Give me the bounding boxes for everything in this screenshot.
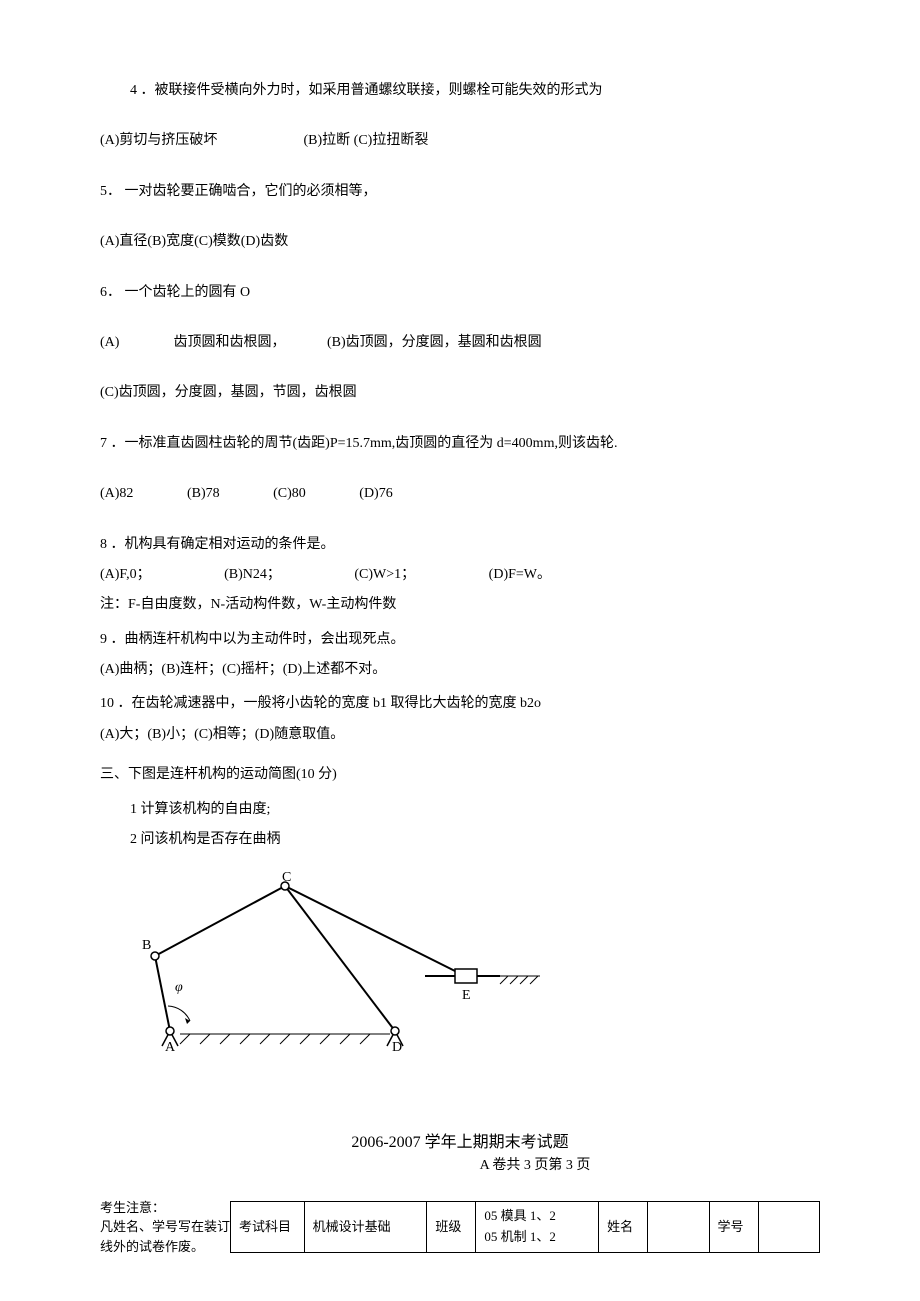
q8-opt-d: (D)F=W。 bbox=[489, 564, 551, 586]
q7-number: 7 bbox=[100, 436, 107, 451]
footer-subtitle: A 卷共 3 页第 3 页 bbox=[100, 1155, 820, 1177]
q4-text: ．被联接件受横向外力时，如采用普通螺纹联接，则螺栓可能失效的形式为 bbox=[141, 83, 603, 98]
q10-text: ．在齿轮减速器中，一般将小齿轮的宽度 b1 取得比大齿轮的宽度 b2o bbox=[118, 696, 542, 711]
q4-opt-b: (B)拉断 bbox=[304, 133, 351, 148]
q4-number: 4 bbox=[130, 83, 137, 98]
slider-e bbox=[455, 969, 477, 983]
notice-line2: 凡姓名、学号写在装订线外的试卷作废。 bbox=[100, 1217, 230, 1256]
q6-opt-a: 齿顶圆和齿根圆， bbox=[174, 332, 324, 354]
question-9: 9 ．曲柄连杆机构中以为主动件时，会出现死点。 bbox=[100, 629, 820, 651]
footer-title: 2006-2007 学年上期期末考试题 bbox=[100, 1130, 820, 1156]
label-a: A bbox=[165, 1040, 176, 1055]
q9-number: 9 bbox=[100, 632, 107, 647]
label-c: C bbox=[282, 871, 291, 885]
q6-number: 6． bbox=[100, 285, 121, 300]
q7-opt-d: (D)76 bbox=[359, 483, 392, 505]
phi-arc bbox=[168, 1006, 190, 1021]
section-3-sub1: 1 计算该机构的自由度; bbox=[100, 799, 820, 821]
cell-id-label: 学号 bbox=[709, 1202, 758, 1253]
q8-opt-c: (C)W>1； bbox=[354, 564, 415, 586]
cell-id-value bbox=[758, 1202, 819, 1253]
exam-notice: 考生注意： 凡姓名、学号写在装订线外的试卷作废。 bbox=[100, 1198, 230, 1257]
q6-opt-c: (C)齿顶圆，分度圆，基圆，节圆，齿根圆 bbox=[100, 385, 357, 400]
q4-opt-a: (A)剪切与挤压破坏 bbox=[100, 130, 300, 152]
q5-text: 一对齿轮要正确啮合，它们的必须相等， bbox=[125, 184, 377, 199]
linkage-diagram: A B C D E φ bbox=[130, 871, 820, 1069]
links bbox=[155, 886, 500, 1031]
label-phi: φ bbox=[175, 980, 183, 995]
cell-name-label: 姓名 bbox=[599, 1202, 648, 1253]
q7-opt-c: (C)80 bbox=[273, 483, 306, 505]
q8-number: 8 bbox=[100, 537, 107, 552]
q8-text: ．机构具有确定相对运动的条件是。 bbox=[111, 537, 335, 552]
q9-options: (A)曲柄；(B)连杆；(C)摇杆；(D)上述都不对。 bbox=[100, 659, 820, 681]
q8-options: (A)F,0； (B)N24； (C)W>1； (D)F=W。 bbox=[100, 564, 820, 586]
question-8: 8 ．机构具有确定相对运动的条件是。 bbox=[100, 534, 820, 556]
cell-class-value: 05 模具 1、2 05 机制 1、2 bbox=[476, 1202, 599, 1253]
q5-options: (A)直径(B)宽度(C)模数(D)齿数 bbox=[100, 231, 820, 253]
q6-options-line1: (A) 齿顶圆和齿根圆， (B)齿顶圆，分度圆，基圆和齿根圆 bbox=[100, 332, 820, 354]
cell-subject-label: 考试科目 bbox=[231, 1202, 305, 1253]
q7-opt-b: (B)78 bbox=[187, 483, 220, 505]
question-4: 4 ．被联接件受横向外力时，如采用普通螺纹联接，则螺栓可能失效的形式为 bbox=[100, 80, 820, 102]
question-10: 10 ．在齿轮减速器中，一般将小齿轮的宽度 b1 取得比大齿轮的宽度 b2o bbox=[100, 693, 820, 715]
diagram-svg: A B C D E φ bbox=[130, 871, 550, 1061]
question-6: 6． 一个齿轮上的圆有 O bbox=[100, 282, 820, 304]
question-5: 5． 一对齿轮要正确啮合，它们的必须相等， bbox=[100, 181, 820, 203]
footer-row: 考生注意： 凡姓名、学号写在装订线外的试卷作废。 考试科目 机械设计基础 班级 … bbox=[100, 1198, 820, 1257]
q5-number: 5． bbox=[100, 184, 121, 199]
q10-number: 10 bbox=[100, 696, 114, 711]
question-7: 7 ．一标准直齿圆柱齿轮的周节(齿距)P=15.7mm,齿顶圆的直径为 d=40… bbox=[100, 433, 820, 455]
q10-options: (A)大；(B)小；(C)相等；(D)随意取值。 bbox=[100, 724, 820, 746]
q4-opt-c: (C)拉扭断裂 bbox=[354, 133, 429, 148]
q6-text: 一个齿轮上的圆有 O bbox=[125, 285, 251, 300]
q5-opts: (A)直径(B)宽度(C)模数(D)齿数 bbox=[100, 234, 288, 249]
label-b: B bbox=[142, 938, 151, 953]
cell-name-value bbox=[648, 1202, 709, 1253]
class-line2: 05 机制 1、2 bbox=[484, 1227, 590, 1248]
info-table: 考试科目 机械设计基础 班级 05 模具 1、2 05 机制 1、2 姓名 学号 bbox=[230, 1201, 820, 1253]
q9-text: ．曲柄连杆机构中以为主动件时，会出现死点。 bbox=[111, 632, 405, 647]
joints bbox=[151, 882, 399, 1035]
class-line1: 05 模具 1、2 bbox=[484, 1206, 590, 1227]
label-e: E bbox=[462, 988, 471, 1003]
q7-opt-a: (A)82 bbox=[100, 483, 133, 505]
q7-options: (A)82 (B)78 (C)80 (D)76 bbox=[100, 483, 820, 505]
ground-hatch bbox=[180, 1034, 390, 1044]
ground-hatch-right bbox=[500, 976, 540, 984]
section-3-title: 三、下图是连杆机构的运动简图(10 分) bbox=[100, 764, 820, 786]
q6-opt-b: (B)齿顶圆，分度圆，基圆和齿根圆 bbox=[327, 335, 542, 350]
section-3-sub2: 2 问该机构是否存在曲柄 bbox=[100, 829, 820, 851]
q8-opt-b: (B)N24； bbox=[224, 564, 281, 586]
cell-class-label: 班级 bbox=[427, 1202, 476, 1253]
info-row: 考试科目 机械设计基础 班级 05 模具 1、2 05 机制 1、2 姓名 学号 bbox=[231, 1202, 820, 1253]
q6-options-line2: (C)齿顶圆，分度圆，基圆，节圆，齿根圆 bbox=[100, 382, 820, 404]
q8-opt-a: (A)F,0； bbox=[100, 564, 151, 586]
q7-text: ．一标准直齿圆柱齿轮的周节(齿距)P=15.7mm,齿顶圆的直径为 d=400m… bbox=[111, 436, 618, 451]
label-d: D bbox=[392, 1040, 402, 1055]
notice-line1: 考生注意： bbox=[100, 1198, 230, 1218]
cell-subject-value: 机械设计基础 bbox=[304, 1202, 427, 1253]
q8-note: 注：F-自由度数，N-活动构件数，W-主动构件数 bbox=[100, 594, 820, 616]
q6-opt-a-label: (A) bbox=[100, 332, 170, 354]
q4-options: (A)剪切与挤压破坏 (B)拉断 (C)拉扭断裂 bbox=[100, 130, 820, 152]
